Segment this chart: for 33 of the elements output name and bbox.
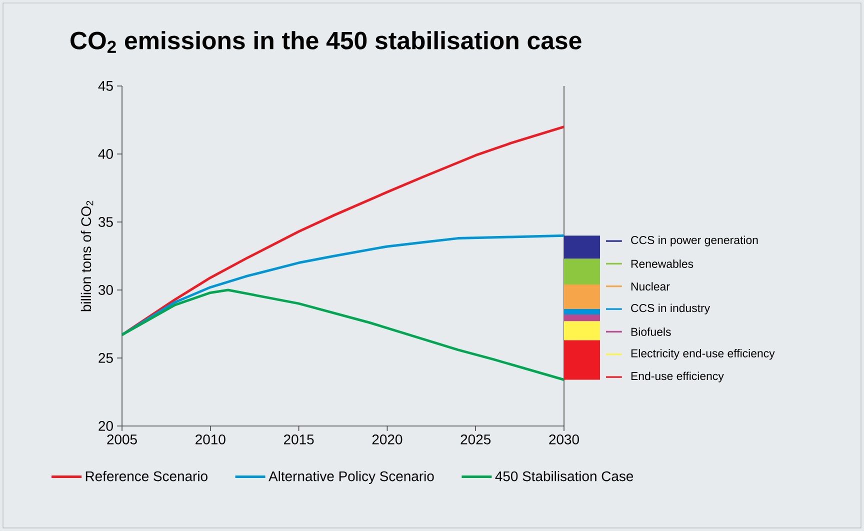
y-tick-label: 20 (98, 421, 113, 431)
x-tick-label: 2015 (284, 434, 314, 444)
legend-label: Electricity end-use efficiency (631, 349, 775, 360)
line-series (120, 234, 566, 336)
y-tick-label: 25 (98, 353, 113, 363)
chart-title: CO$_{2}$ emissions in the 450 stabilisation case (70, 31, 582, 53)
x-tick-label: 2030 (549, 434, 579, 444)
legend-label: Renewables (631, 260, 694, 268)
y-axis-title: billion tons of CO$_{2}$ (80, 200, 94, 312)
x-tick-label: 2020 (372, 434, 402, 444)
x-tick-label: 2005 (107, 434, 137, 444)
bar (564, 314, 600, 322)
bar (564, 284, 600, 310)
bar (564, 236, 600, 259)
legend-label: Alternative Policy Scenario (268, 470, 434, 484)
y-tick-label: 45 (98, 81, 113, 91)
bar (564, 309, 600, 314)
bar (564, 321, 600, 340)
line-series (120, 288, 566, 381)
legend-label: Biofuels (631, 328, 671, 336)
bar (564, 340, 600, 380)
legend-label: End-use efficiency (631, 372, 724, 382)
y-tick-label: 35 (98, 217, 113, 227)
legend-label: CCS in industry (631, 304, 710, 314)
x-tick-label: 2025 (460, 434, 491, 444)
legend-label: Reference Scenario (86, 470, 208, 482)
legend-label: CCS in power generation (631, 236, 758, 246)
x-tick-label: 2010 (196, 434, 226, 444)
y-tick-label: 40 (98, 149, 113, 159)
legend-label: 450 Stabilisation Case (495, 470, 634, 482)
y-tick-label: 30 (98, 285, 113, 295)
bar (564, 258, 600, 285)
legend-label: Nuclear (631, 282, 670, 291)
